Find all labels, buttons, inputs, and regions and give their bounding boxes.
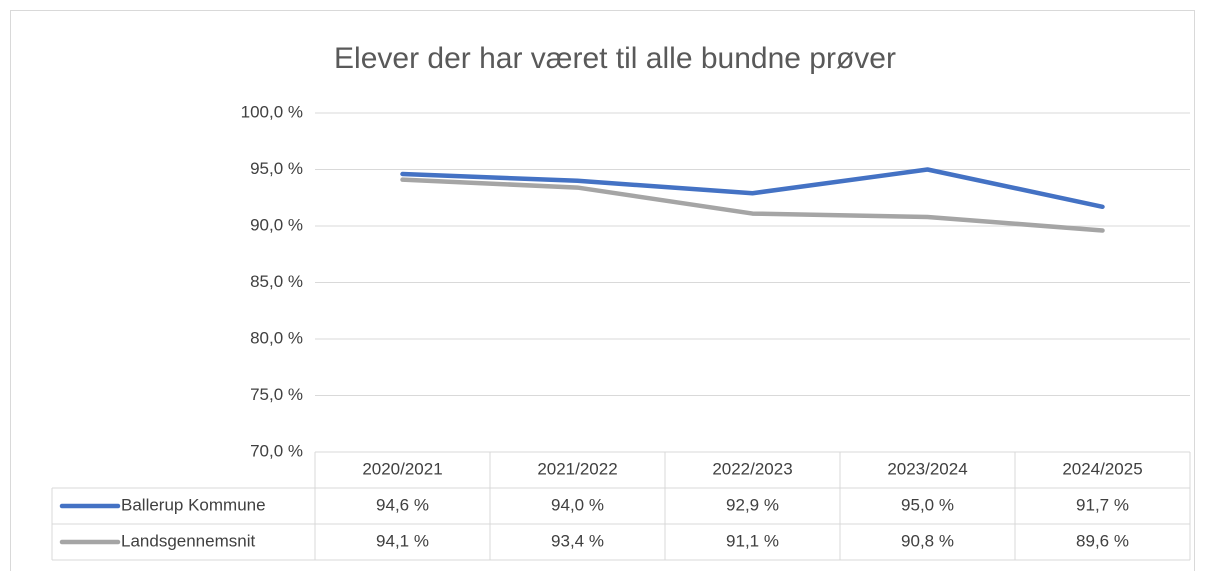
table-value: 90,8 % (901, 531, 954, 550)
table-value: 91,1 % (726, 531, 779, 550)
table-value: 93,4 % (551, 531, 604, 550)
chart-title: Elever der har været til alle bundne prø… (334, 42, 896, 75)
chart-border (10, 10, 1195, 571)
x-tick-label: 2020/2021 (362, 459, 442, 478)
x-tick-label: 2023/2024 (887, 459, 967, 478)
y-tick-label: 80,0 % (250, 328, 303, 347)
series-line (400, 167, 1105, 210)
legend-label: Landsgennemsnit (121, 531, 255, 550)
table-value: 95,0 % (901, 495, 954, 514)
x-tick-label: 2024/2025 (1062, 459, 1142, 478)
table-value: 89,6 % (1076, 531, 1129, 550)
y-tick-label: 90,0 % (250, 215, 303, 234)
table-value: 94,6 % (376, 495, 429, 514)
y-tick-label: 95,0 % (250, 159, 303, 178)
y-tick-label: 70,0 % (250, 441, 303, 460)
table-value: 94,1 % (376, 531, 429, 550)
table-value: 92,9 % (726, 495, 779, 514)
x-tick-label: 2021/2022 (537, 459, 617, 478)
y-tick-label: 100,0 % (241, 102, 303, 121)
series-line (400, 177, 1105, 233)
table-value: 91,7 % (1076, 495, 1129, 514)
table-value: 94,0 % (551, 495, 604, 514)
legend-label: Ballerup Kommune (121, 495, 266, 514)
y-tick-label: 85,0 % (250, 272, 303, 291)
x-tick-label: 2022/2023 (712, 459, 792, 478)
y-tick-label: 75,0 % (250, 385, 303, 404)
